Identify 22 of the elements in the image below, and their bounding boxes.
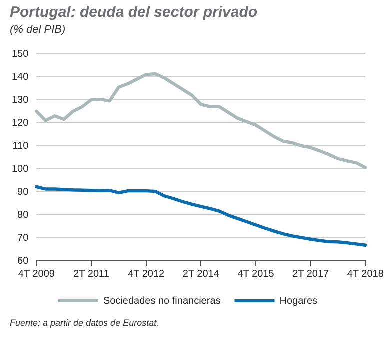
- y-tick-label: 70: [18, 232, 30, 244]
- x-tick-label: 4T 2009: [18, 268, 56, 280]
- chart-title: Portugal: deuda del sector privado: [10, 4, 258, 21]
- x-tick-label: 2T 2011: [74, 268, 110, 280]
- source-note: Fuente: a partir de datos de Eurostat.: [10, 318, 160, 328]
- x-tick-label: 4T 2012: [128, 268, 166, 280]
- y-tick-label: 100: [12, 164, 30, 175]
- x-tick-label: 2T 2017: [292, 268, 330, 280]
- x-tick-label: 4T 2015: [238, 268, 275, 280]
- y-tick-label: 140: [12, 72, 30, 83]
- y-tick-label: 80: [18, 210, 30, 221]
- x-tick-label: 4T 2018: [347, 268, 384, 280]
- y-tick-label: 90: [18, 186, 30, 198]
- y-tick-label: 130: [12, 94, 30, 106]
- legend-label: Hogares: [280, 296, 318, 307]
- chart-subtitle: (% del PIB): [10, 24, 66, 36]
- x-tick-label: 2T 2014: [182, 268, 220, 280]
- y-tick-label: 120: [12, 118, 30, 129]
- y-tick-label: 110: [12, 140, 30, 152]
- legend-label: Sociedades no financieras: [103, 296, 221, 307]
- y-tick-label: 60: [18, 256, 30, 267]
- y-tick-label: 150: [12, 48, 30, 60]
